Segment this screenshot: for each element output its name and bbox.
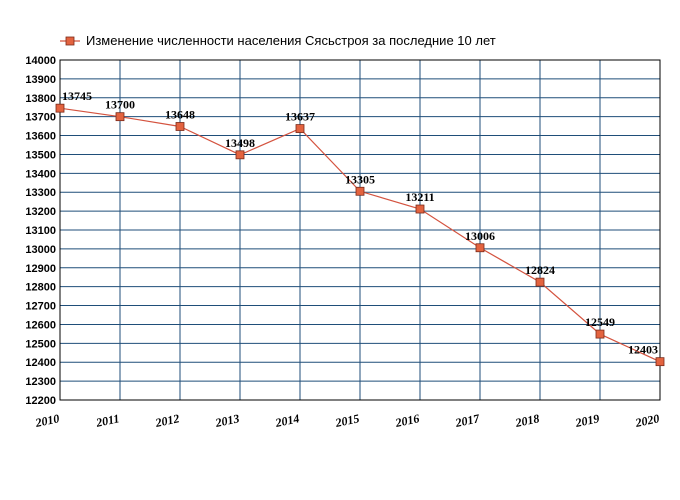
data-point-marker [55, 103, 65, 113]
y-tick-label: 12300 [25, 376, 56, 388]
data-point-marker [175, 122, 185, 131]
y-tick-label: 14000 [25, 55, 56, 67]
x-tick-label: 2016 [393, 411, 420, 430]
data-point-marker [235, 150, 245, 160]
y-tick-label: 12700 [25, 301, 56, 313]
data-point-marker [595, 329, 605, 339]
y-tick-label: 12600 [25, 319, 56, 331]
y-tick-label: 12200 [25, 395, 56, 407]
y-tick-label: 13400 [25, 168, 56, 180]
data-point-marker [295, 124, 305, 133]
x-axis-ticks: 2010 2011 2012 2013 2014 2015 2016 2017 2018 2019… [33, 411, 660, 430]
data-point-marker [475, 243, 485, 253]
legend-marker-swatch [65, 36, 75, 46]
x-tick-label: 2013 [213, 411, 240, 430]
y-tick-label: 13800 [25, 93, 56, 105]
x-tick-label: 2012 [153, 411, 180, 430]
data-label: 13700 [105, 98, 135, 112]
x-tick-label: 2018 [513, 411, 540, 430]
y-tick-label: 12800 [25, 282, 56, 294]
x-tick-label: 2017 [453, 411, 481, 430]
data-point-marker [355, 186, 365, 196]
data-label: 13211 [405, 190, 434, 204]
data-point-marker [535, 277, 545, 287]
series-markers [55, 103, 665, 367]
plot-frame [59, 59, 661, 401]
x-tick-label: 2020 [633, 411, 660, 430]
y-axis-ticks: 12200 12300 12400 12500 12600 12700 12800 12900… [25, 55, 56, 407]
data-label: 12403 [628, 343, 658, 357]
data-point-marker [415, 204, 425, 214]
y-tick-label: 13900 [25, 74, 56, 86]
legend-label: Изменение численности населения Сясьстро… [86, 33, 496, 48]
y-tick-label: 13700 [25, 112, 56, 124]
data-labels: 13745 13700 13648 13498 13637 13305 13211 13006… [62, 89, 658, 356]
x-tick-label: 2011 [94, 411, 121, 430]
y-tick-label: 13200 [25, 206, 56, 218]
y-tick-label: 12900 [25, 263, 56, 275]
data-point-marker [115, 112, 125, 122]
x-tick-label: 2010 [33, 411, 60, 430]
data-label: 13745 [62, 89, 92, 103]
data-label: 13498 [225, 136, 255, 150]
y-tick-label: 13100 [25, 225, 56, 237]
data-label: 13637 [285, 110, 315, 124]
x-tick-label: 2019 [573, 411, 600, 430]
x-tick-label: 2015 [333, 411, 360, 430]
y-tick-label: 13300 [25, 187, 56, 199]
y-tick-label: 13500 [25, 149, 56, 161]
data-label: 13305 [345, 172, 375, 186]
grid [59, 59, 661, 401]
y-tick-label: 12400 [25, 357, 56, 369]
data-label: 12549 [585, 315, 615, 329]
data-label: 13006 [465, 229, 495, 243]
x-tick-label: 2014 [273, 411, 300, 430]
data-point-marker [655, 357, 665, 367]
y-tick-label: 13600 [25, 131, 56, 143]
data-label: 13648 [165, 107, 195, 121]
y-tick-label: 12500 [25, 338, 56, 350]
data-label: 12824 [525, 263, 555, 277]
legend: Изменение численности населения Сясьстро… [60, 33, 496, 48]
y-tick-label: 13000 [25, 244, 56, 256]
